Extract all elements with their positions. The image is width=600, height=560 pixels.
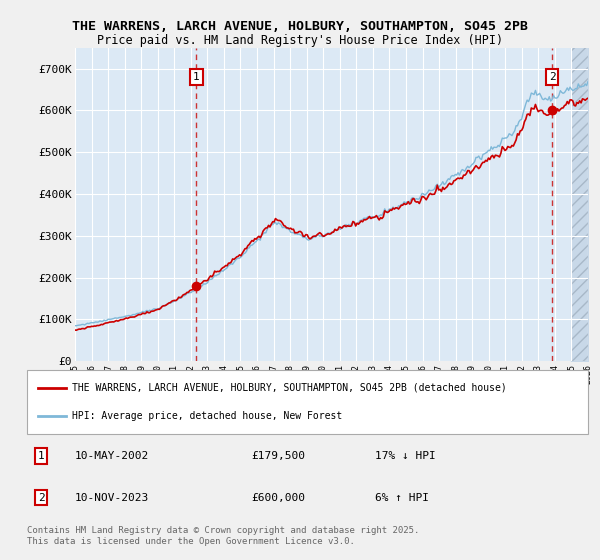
Text: 10-MAY-2002: 10-MAY-2002 xyxy=(74,451,149,461)
Text: THE WARRENS, LARCH AVENUE, HOLBURY, SOUTHAMPTON, SO45 2PB (detached house): THE WARRENS, LARCH AVENUE, HOLBURY, SOUT… xyxy=(72,382,506,393)
Text: £600,000: £600,000 xyxy=(251,493,305,502)
Text: 17% ↓ HPI: 17% ↓ HPI xyxy=(375,451,436,461)
Text: 2: 2 xyxy=(549,72,556,82)
Text: Contains HM Land Registry data © Crown copyright and database right 2025.
This d: Contains HM Land Registry data © Crown c… xyxy=(27,526,419,546)
Text: HPI: Average price, detached house, New Forest: HPI: Average price, detached house, New … xyxy=(72,411,342,421)
FancyBboxPatch shape xyxy=(27,370,588,434)
Text: £179,500: £179,500 xyxy=(251,451,305,461)
Text: Price paid vs. HM Land Registry's House Price Index (HPI): Price paid vs. HM Land Registry's House … xyxy=(97,34,503,46)
Text: THE WARRENS, LARCH AVENUE, HOLBURY, SOUTHAMPTON, SO45 2PB: THE WARRENS, LARCH AVENUE, HOLBURY, SOUT… xyxy=(72,20,528,32)
Text: 1: 1 xyxy=(38,451,44,461)
Text: 6% ↑ HPI: 6% ↑ HPI xyxy=(375,493,429,502)
Text: 1: 1 xyxy=(193,72,200,82)
Text: 10-NOV-2023: 10-NOV-2023 xyxy=(74,493,149,502)
Text: 2: 2 xyxy=(38,493,44,502)
